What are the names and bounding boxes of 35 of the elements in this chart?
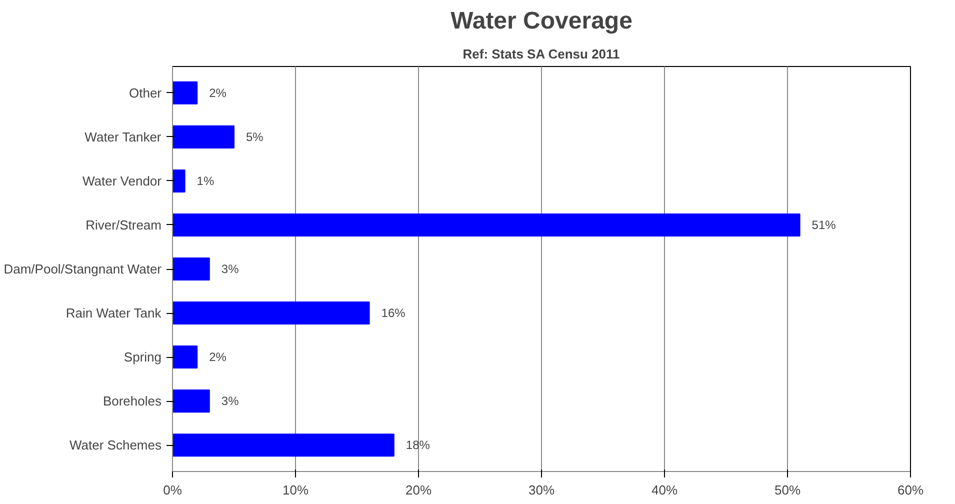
x-tick-label: 60% [897, 482, 924, 498]
y-tick-label: River/Stream [86, 217, 162, 232]
data-label: 1% [196, 174, 214, 188]
data-label: 51% [812, 218, 836, 232]
x-tick-label: 0% [163, 482, 182, 498]
bar [172, 81, 198, 104]
y-tick-label: Other [128, 85, 162, 100]
y-tick-label: Spring [124, 350, 162, 365]
bar [172, 434, 394, 457]
data-label: 5% [246, 130, 264, 144]
data-label: 16% [381, 306, 406, 320]
y-tick-label: Water Schemes [70, 438, 162, 453]
x-tick-label: 50% [774, 482, 801, 498]
y-tick-label: Boreholes [102, 394, 162, 409]
bar [172, 257, 210, 281]
bar [172, 302, 370, 325]
chart-title: Water Coverage [450, 8, 632, 34]
x-tick-label: 40% [651, 482, 678, 498]
y-tick-label: Rain Water Tank [66, 306, 162, 321]
x-tick-label: 10% [282, 482, 309, 498]
data-label: 3% [221, 262, 240, 276]
data-label: 2% [209, 86, 227, 100]
y-tick-label: Water Tanker [84, 129, 162, 144]
bar [172, 346, 198, 369]
y-tick-label: Water Vendor [82, 173, 162, 188]
x-tick-label: 30% [528, 482, 555, 498]
chart-subtitle: Ref: Stats SA Censu 2011 [462, 46, 620, 62]
bar [172, 169, 186, 192]
bar [172, 213, 800, 236]
y-tick-label: Dam/Pool/Stangnant Water [4, 262, 162, 276]
bar [172, 125, 234, 148]
data-label: 2% [209, 350, 227, 364]
data-label: 3% [221, 394, 240, 408]
x-tick-label: 20% [405, 482, 432, 498]
bar [172, 390, 210, 413]
